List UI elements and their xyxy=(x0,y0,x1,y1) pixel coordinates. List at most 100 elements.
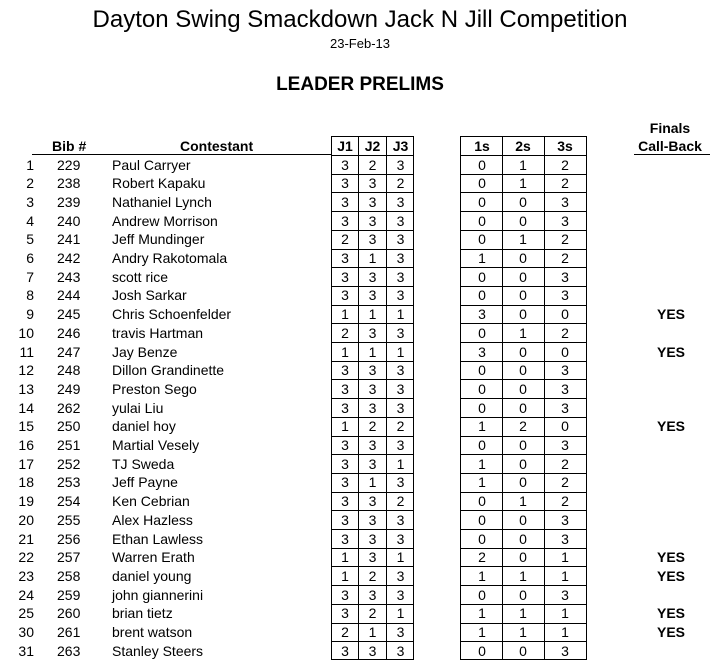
count-3s: 2 xyxy=(561,455,569,472)
contestant-name: Preston Sego xyxy=(112,380,197,397)
row-number: 20 xyxy=(18,511,34,528)
judge2-score: 2 xyxy=(368,567,377,584)
row-divider xyxy=(331,305,414,306)
judge1-score: 3 xyxy=(341,493,349,510)
row-number: 9 xyxy=(26,306,34,323)
row-divider xyxy=(460,286,587,287)
count-3s: 1 xyxy=(561,624,569,640)
bib-number: 260 xyxy=(57,605,81,622)
judge3-score: 3 xyxy=(396,642,405,659)
row-divider xyxy=(331,286,414,287)
count-1s: 0 xyxy=(478,399,486,416)
row-number: 10 xyxy=(18,324,34,341)
row-divider xyxy=(460,398,587,399)
table-row: 30 261 brent watson 2 1 3 1 1 1 YES xyxy=(0,623,720,642)
judge2-score: 3 xyxy=(368,455,377,472)
row-number: 19 xyxy=(18,493,34,510)
count-2s: 0 xyxy=(519,362,527,379)
table-row: 21 256 Ethan Lawless 3 3 3 0 0 3 xyxy=(0,530,720,549)
count-3s: 3 xyxy=(561,362,569,379)
finals-callback: YES xyxy=(656,605,685,622)
table-row: 9 245 Chris Schoenfelder 1 1 1 3 0 0 YES xyxy=(0,305,720,324)
count-2s: 0 xyxy=(519,455,527,472)
contestant-name: Chris Schoenfelder xyxy=(112,306,232,323)
count-1s: 3 xyxy=(478,306,486,323)
judge2-score: 1 xyxy=(368,343,377,360)
row-divider xyxy=(460,249,587,250)
table-row: 14 262 yulai Liu 3 3 3 0 0 3 xyxy=(0,399,720,418)
row-divider xyxy=(460,379,587,380)
count-2s: 0 xyxy=(519,212,527,229)
row-divider xyxy=(460,548,587,549)
judge2-score: 3 xyxy=(368,380,377,397)
table-row: 25 260 brian tietz 3 2 1 1 1 1 YES xyxy=(0,604,720,623)
row-number: 12 xyxy=(18,362,34,379)
contestant-name: Ethan Lawless xyxy=(112,530,204,547)
row-divider xyxy=(460,585,587,586)
judge1-score: 3 xyxy=(341,399,349,416)
judge1-score: 2 xyxy=(341,231,349,248)
table-row: 7 243 scott rice 3 3 3 0 0 3 xyxy=(0,268,720,287)
count-2s: 0 xyxy=(519,193,527,210)
count-2s: 0 xyxy=(519,474,527,491)
count-2s: 1 xyxy=(519,231,527,248)
count-1s: 0 xyxy=(478,324,486,341)
count-1s: 0 xyxy=(478,380,486,397)
count-3s: 0 xyxy=(561,343,569,360)
count-1s: 0 xyxy=(478,231,486,248)
row-divider xyxy=(331,361,414,362)
table-row: 10 246 travis Hartman 2 3 3 0 1 2 xyxy=(0,324,720,343)
judge2-score: 3 xyxy=(368,437,377,453)
row-divider xyxy=(331,548,414,549)
judge1-score: 3 xyxy=(341,530,349,547)
judge1-score: 3 xyxy=(341,193,349,210)
judge1-score: 2 xyxy=(341,624,349,640)
count-3s: 2 xyxy=(561,324,569,341)
row-divider xyxy=(331,417,414,418)
count-1s: 0 xyxy=(478,362,486,379)
row-divider xyxy=(460,174,587,175)
judge2-score: 3 xyxy=(368,362,377,379)
judge3-score: 3 xyxy=(396,511,405,528)
row-number: 25 xyxy=(18,605,34,622)
row-divider xyxy=(460,641,587,642)
judge1-score: 3 xyxy=(341,268,349,285)
bib-number: 229 xyxy=(57,156,81,173)
count-2s: 1 xyxy=(519,156,527,173)
judge2-score: 3 xyxy=(368,530,377,547)
judge1-score: 1 xyxy=(341,343,349,360)
column-header-1s: 1s xyxy=(474,138,490,154)
row-divider xyxy=(331,566,414,567)
row-divider xyxy=(460,454,587,455)
table-row: 20 255 Alex Hazless 3 3 3 0 0 3 xyxy=(0,511,720,530)
row-number: 22 xyxy=(18,549,34,566)
row-divider xyxy=(331,192,414,193)
count-1s: 0 xyxy=(478,530,486,547)
judge1-score: 3 xyxy=(341,586,349,603)
row-number: 4 xyxy=(26,212,34,229)
row-divider xyxy=(460,623,587,624)
table-row: 24 259 john giannerini 3 3 3 0 0 3 xyxy=(0,586,720,605)
count-2s: 0 xyxy=(519,511,527,528)
count-1s: 0 xyxy=(478,642,486,659)
row-divider xyxy=(331,230,414,231)
bib-number: 261 xyxy=(57,624,81,640)
bib-number: 255 xyxy=(57,511,81,528)
judge1-score: 1 xyxy=(341,418,349,435)
row-divider xyxy=(460,230,587,231)
count-3s: 3 xyxy=(561,642,569,659)
bib-number: 263 xyxy=(57,642,81,659)
judge1-score: 2 xyxy=(341,324,349,341)
count-3s: 3 xyxy=(561,437,569,453)
row-divider xyxy=(331,342,414,343)
judge3-score: 3 xyxy=(396,193,405,210)
row-divider xyxy=(460,211,587,212)
row-divider xyxy=(460,342,587,343)
count-3s: 3 xyxy=(561,530,569,547)
count-1s: 1 xyxy=(478,250,486,266)
contestant-name: Dillon Grandinette xyxy=(112,362,225,379)
judge1-score: 3 xyxy=(341,362,349,379)
count-3s: 0 xyxy=(561,306,569,323)
count-2s: 0 xyxy=(519,250,527,266)
count-3s: 3 xyxy=(561,212,569,229)
